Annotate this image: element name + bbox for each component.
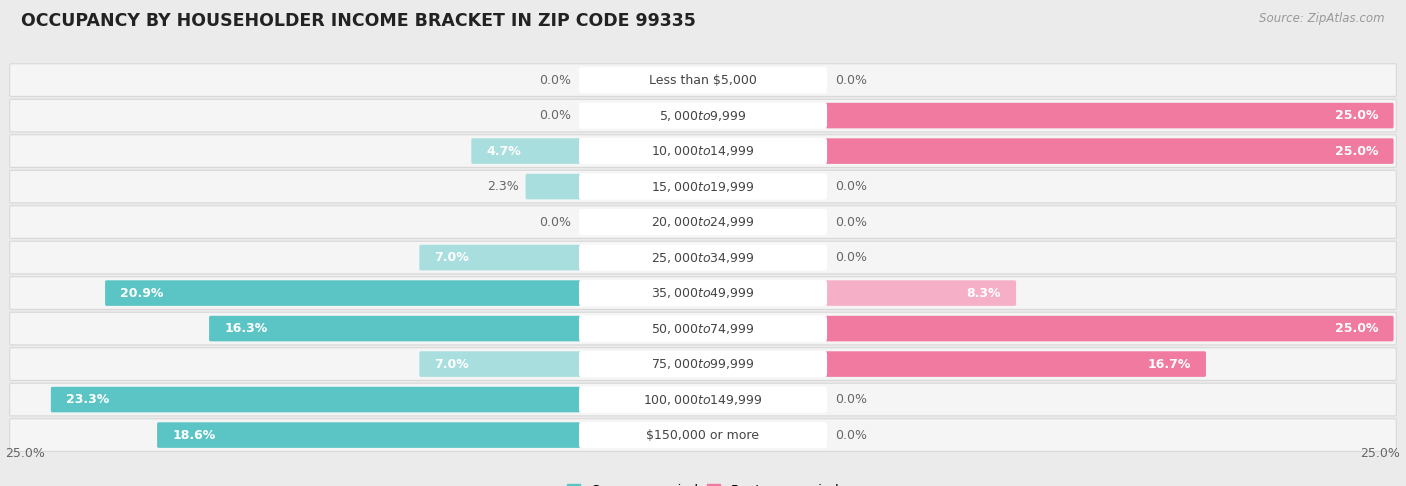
- Legend: Owner-occupied, Renter-occupied: Owner-occupied, Renter-occupied: [561, 479, 845, 486]
- Text: $25,000 to $34,999: $25,000 to $34,999: [651, 251, 755, 264]
- Text: 7.0%: 7.0%: [434, 358, 470, 371]
- FancyBboxPatch shape: [579, 386, 827, 413]
- Text: $100,000 to $149,999: $100,000 to $149,999: [644, 393, 762, 407]
- FancyBboxPatch shape: [157, 422, 581, 448]
- Text: 25.0%: 25.0%: [1334, 322, 1378, 335]
- FancyBboxPatch shape: [10, 383, 1396, 416]
- Text: 0.0%: 0.0%: [835, 216, 868, 228]
- FancyBboxPatch shape: [825, 280, 1017, 306]
- FancyBboxPatch shape: [825, 316, 1393, 341]
- FancyBboxPatch shape: [579, 138, 827, 164]
- Text: $35,000 to $49,999: $35,000 to $49,999: [651, 286, 755, 300]
- Text: 7.0%: 7.0%: [434, 251, 470, 264]
- FancyBboxPatch shape: [209, 316, 581, 341]
- Text: $50,000 to $74,999: $50,000 to $74,999: [651, 322, 755, 335]
- FancyBboxPatch shape: [825, 351, 1206, 377]
- Text: OCCUPANCY BY HOUSEHOLDER INCOME BRACKET IN ZIP CODE 99335: OCCUPANCY BY HOUSEHOLDER INCOME BRACKET …: [21, 12, 696, 30]
- Text: Source: ZipAtlas.com: Source: ZipAtlas.com: [1260, 12, 1385, 25]
- Text: 0.0%: 0.0%: [538, 216, 571, 228]
- Text: 18.6%: 18.6%: [173, 429, 215, 442]
- FancyBboxPatch shape: [10, 241, 1396, 274]
- FancyBboxPatch shape: [10, 419, 1396, 451]
- Text: 4.7%: 4.7%: [486, 144, 522, 157]
- Text: $150,000 or more: $150,000 or more: [647, 429, 759, 442]
- FancyBboxPatch shape: [579, 209, 827, 235]
- FancyBboxPatch shape: [10, 277, 1396, 310]
- Text: 0.0%: 0.0%: [835, 73, 868, 87]
- FancyBboxPatch shape: [105, 280, 581, 306]
- FancyBboxPatch shape: [10, 170, 1396, 203]
- Text: 0.0%: 0.0%: [835, 393, 868, 406]
- FancyBboxPatch shape: [579, 280, 827, 306]
- Text: 0.0%: 0.0%: [835, 429, 868, 442]
- FancyBboxPatch shape: [579, 103, 827, 129]
- Text: 25.0%: 25.0%: [1334, 144, 1378, 157]
- Text: 0.0%: 0.0%: [538, 73, 571, 87]
- FancyBboxPatch shape: [579, 67, 827, 93]
- FancyBboxPatch shape: [419, 245, 581, 270]
- FancyBboxPatch shape: [579, 244, 827, 271]
- FancyBboxPatch shape: [10, 99, 1396, 132]
- Text: 25.0%: 25.0%: [1361, 447, 1400, 460]
- Text: 0.0%: 0.0%: [538, 109, 571, 122]
- Text: $75,000 to $99,999: $75,000 to $99,999: [651, 357, 755, 371]
- FancyBboxPatch shape: [825, 103, 1393, 128]
- Text: 2.3%: 2.3%: [486, 180, 519, 193]
- FancyBboxPatch shape: [471, 139, 581, 164]
- FancyBboxPatch shape: [579, 422, 827, 448]
- Text: 23.3%: 23.3%: [66, 393, 110, 406]
- Text: 16.3%: 16.3%: [224, 322, 267, 335]
- Text: 0.0%: 0.0%: [835, 180, 868, 193]
- FancyBboxPatch shape: [579, 351, 827, 377]
- FancyBboxPatch shape: [579, 174, 827, 200]
- Text: $10,000 to $14,999: $10,000 to $14,999: [651, 144, 755, 158]
- Text: 25.0%: 25.0%: [1334, 109, 1378, 122]
- FancyBboxPatch shape: [51, 387, 581, 412]
- Text: 0.0%: 0.0%: [835, 251, 868, 264]
- FancyBboxPatch shape: [10, 64, 1396, 96]
- FancyBboxPatch shape: [10, 206, 1396, 239]
- FancyBboxPatch shape: [825, 139, 1393, 164]
- FancyBboxPatch shape: [579, 315, 827, 342]
- Text: 16.7%: 16.7%: [1147, 358, 1191, 371]
- FancyBboxPatch shape: [526, 174, 581, 199]
- Text: Less than $5,000: Less than $5,000: [650, 73, 756, 87]
- FancyBboxPatch shape: [10, 135, 1396, 167]
- FancyBboxPatch shape: [10, 312, 1396, 345]
- Text: $5,000 to $9,999: $5,000 to $9,999: [659, 108, 747, 122]
- Text: 8.3%: 8.3%: [966, 287, 1001, 299]
- Text: 25.0%: 25.0%: [6, 447, 45, 460]
- FancyBboxPatch shape: [10, 348, 1396, 381]
- FancyBboxPatch shape: [419, 351, 581, 377]
- Text: 20.9%: 20.9%: [121, 287, 163, 299]
- Text: $20,000 to $24,999: $20,000 to $24,999: [651, 215, 755, 229]
- Text: $15,000 to $19,999: $15,000 to $19,999: [651, 180, 755, 193]
